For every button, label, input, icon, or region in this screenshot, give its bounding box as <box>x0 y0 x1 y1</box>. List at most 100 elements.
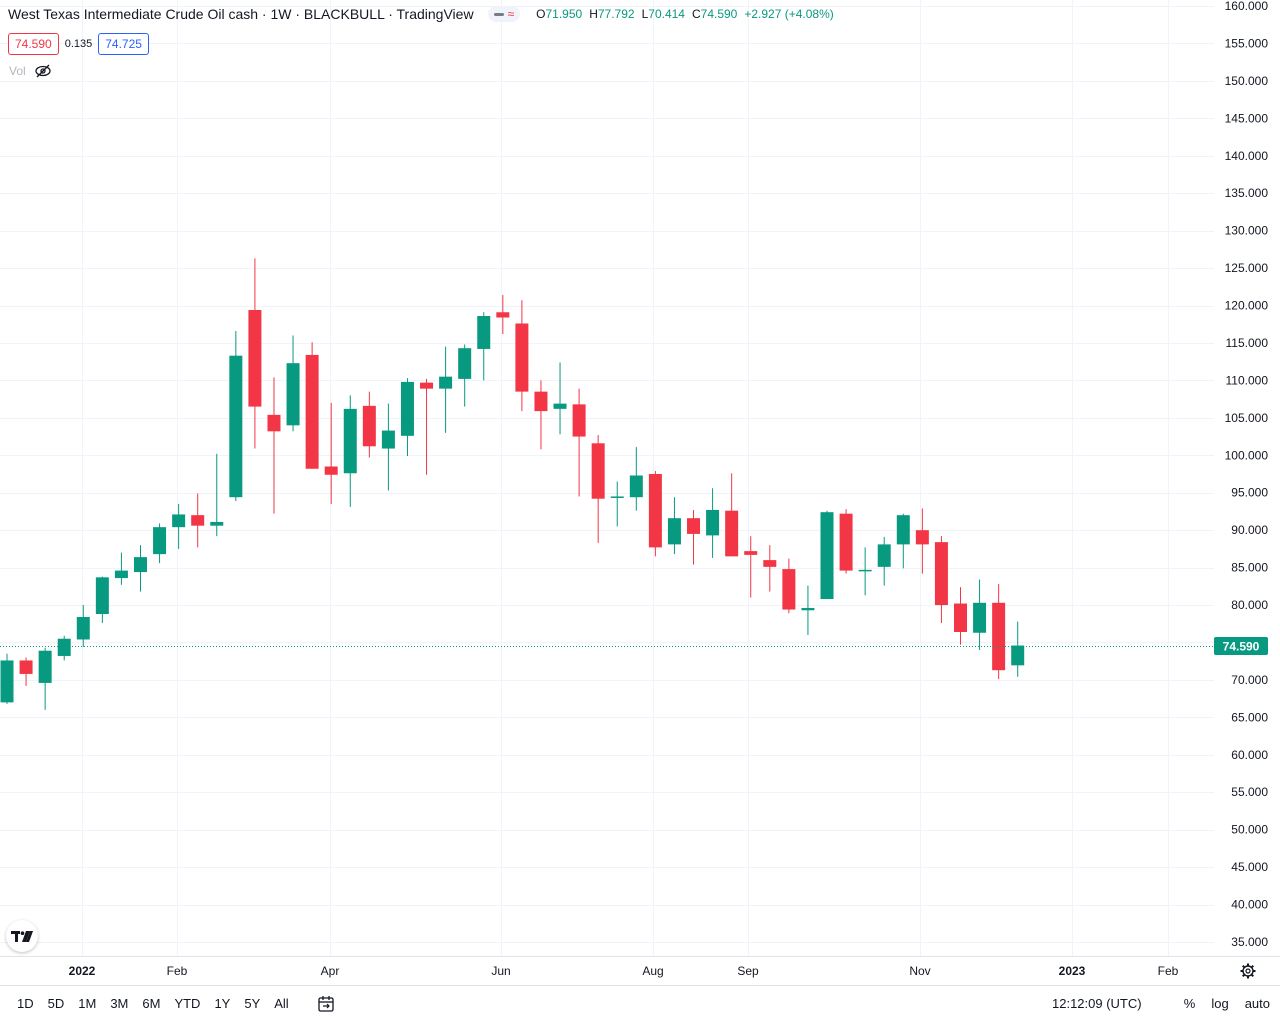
price-tick-label: 155.000 <box>1225 36 1269 50</box>
candle <box>38 647 52 710</box>
timeframe-button-1d[interactable]: 1D <box>17 996 34 1011</box>
candle-body <box>858 569 872 572</box>
candle <box>477 312 491 381</box>
candle <box>648 471 662 557</box>
candle-body <box>534 391 548 412</box>
timeframe-button-all[interactable]: All <box>274 996 289 1011</box>
candle-body <box>553 403 567 409</box>
candle <box>172 503 186 549</box>
time-tick-label: 2022 <box>69 964 96 978</box>
candle-body <box>191 515 205 526</box>
candle <box>915 508 929 574</box>
candle <box>305 342 319 469</box>
candle-body <box>496 312 510 318</box>
candle <box>667 497 681 555</box>
price-tick-label: 125.000 <box>1225 261 1269 275</box>
candle <box>896 513 910 569</box>
current-price-tag <box>1214 637 1268 655</box>
utc-clock[interactable]: 12:12:09 (UTC) <box>1052 996 1142 1011</box>
tradingview-logo-icon[interactable] <box>6 920 38 952</box>
candle <box>114 552 128 585</box>
candle <box>629 447 643 511</box>
eye-off-icon[interactable] <box>34 64 52 78</box>
candle-body <box>57 638 71 656</box>
chart-pane[interactable]: West Texas Intermediate Crude Oil cash ·… <box>0 0 1214 956</box>
chart-legend: West Texas Intermediate Crude Oil cash ·… <box>8 6 834 22</box>
candle <box>1011 621 1025 677</box>
candle-body <box>896 515 910 545</box>
candle <box>725 473 739 557</box>
volume-indicator[interactable]: Vol <box>9 64 52 78</box>
candle-body <box>0 660 14 703</box>
price-axis[interactable]: 160.000 155.000 150.000 145.000 140.000 135.0… <box>1214 0 1280 956</box>
candle <box>782 558 796 614</box>
candle <box>19 657 33 686</box>
time-axis[interactable]: 2022 Feb Apr Jun Aug Sep Nov 2023 Feb <box>0 956 1280 985</box>
time-tick-label: Aug <box>642 964 663 978</box>
volume-label: Vol <box>9 64 26 78</box>
candle <box>400 378 414 457</box>
price-tick-label: 130.000 <box>1225 224 1269 238</box>
symbol-title[interactable]: West Texas Intermediate Crude Oil cash ·… <box>8 6 474 22</box>
candle-body <box>95 577 109 615</box>
auto-scale-button[interactable]: auto <box>1244 996 1270 1011</box>
candle <box>57 635 71 661</box>
candle-body <box>133 557 147 573</box>
candle-body <box>362 405 376 447</box>
candle-body <box>667 518 681 545</box>
percent-scale-button[interactable]: % <box>1183 996 1196 1011</box>
ohlc-values: O71.950 H77.792 L70.414 C74.590 +2.927 (… <box>536 7 834 21</box>
candle <box>973 579 987 650</box>
candle <box>267 377 281 514</box>
candle <box>858 547 872 596</box>
price-chart[interactable] <box>0 0 1214 956</box>
candle-body <box>324 466 338 475</box>
price-tick-label: 35.000 <box>1231 935 1268 949</box>
settings-gear-icon[interactable] <box>1240 963 1256 979</box>
candle <box>0 653 14 704</box>
candle-body <box>267 414 281 432</box>
timeframe-button-6m[interactable]: 6M <box>142 996 161 1011</box>
timeframe-button-ytd[interactable]: YTD <box>174 996 201 1011</box>
candle <box>343 395 357 507</box>
price-tick-label: 85.000 <box>1231 561 1268 575</box>
buy-button[interactable]: 74.725 <box>98 33 149 55</box>
candle <box>553 362 567 435</box>
candle <box>362 391 376 458</box>
candle-body <box>38 650 52 683</box>
change-value: +2.927 (+4.08%) <box>744 7 834 21</box>
sell-button[interactable]: 74.590 <box>8 33 59 55</box>
timeframe-button-1m[interactable]: 1M <box>78 996 97 1011</box>
candle-body <box>725 510 739 557</box>
log-scale-button[interactable]: log <box>1211 996 1229 1011</box>
calendar-range-icon[interactable] <box>316 994 336 1014</box>
candle <box>496 295 510 334</box>
candle <box>820 510 834 600</box>
candle <box>458 344 472 407</box>
price-tick-label: 55.000 <box>1231 785 1268 799</box>
grid-lines <box>0 0 1214 956</box>
price-tick-label: 40.000 <box>1231 898 1268 912</box>
price-tick-label: 45.000 <box>1231 860 1268 874</box>
high-value: 77.792 <box>597 7 635 21</box>
candle <box>76 605 90 647</box>
candle-body <box>648 474 662 548</box>
price-tick-label: 140.000 <box>1225 149 1269 163</box>
candle <box>534 380 548 450</box>
timeframe-button-1y[interactable]: 1Y <box>214 996 231 1011</box>
timeframe-button-5d[interactable]: 5D <box>47 996 65 1011</box>
timeframe-button-3m[interactable]: 3M <box>110 996 129 1011</box>
candle-body <box>400 381 414 436</box>
candle-body <box>19 660 33 674</box>
candle-body <box>210 521 224 526</box>
candle <box>706 488 720 558</box>
candle-body <box>839 513 853 571</box>
candle <box>591 435 605 543</box>
price-tick-label: 50.000 <box>1231 823 1268 837</box>
candle <box>763 545 777 592</box>
buy-sell-panel: 74.590 0.135 74.725 <box>8 33 149 55</box>
time-tick-label: Nov <box>909 964 930 978</box>
timeframe-button-5y[interactable]: 5Y <box>244 996 261 1011</box>
candle-body <box>877 544 891 567</box>
symbol-status-pill[interactable]: ≈ <box>487 6 521 22</box>
